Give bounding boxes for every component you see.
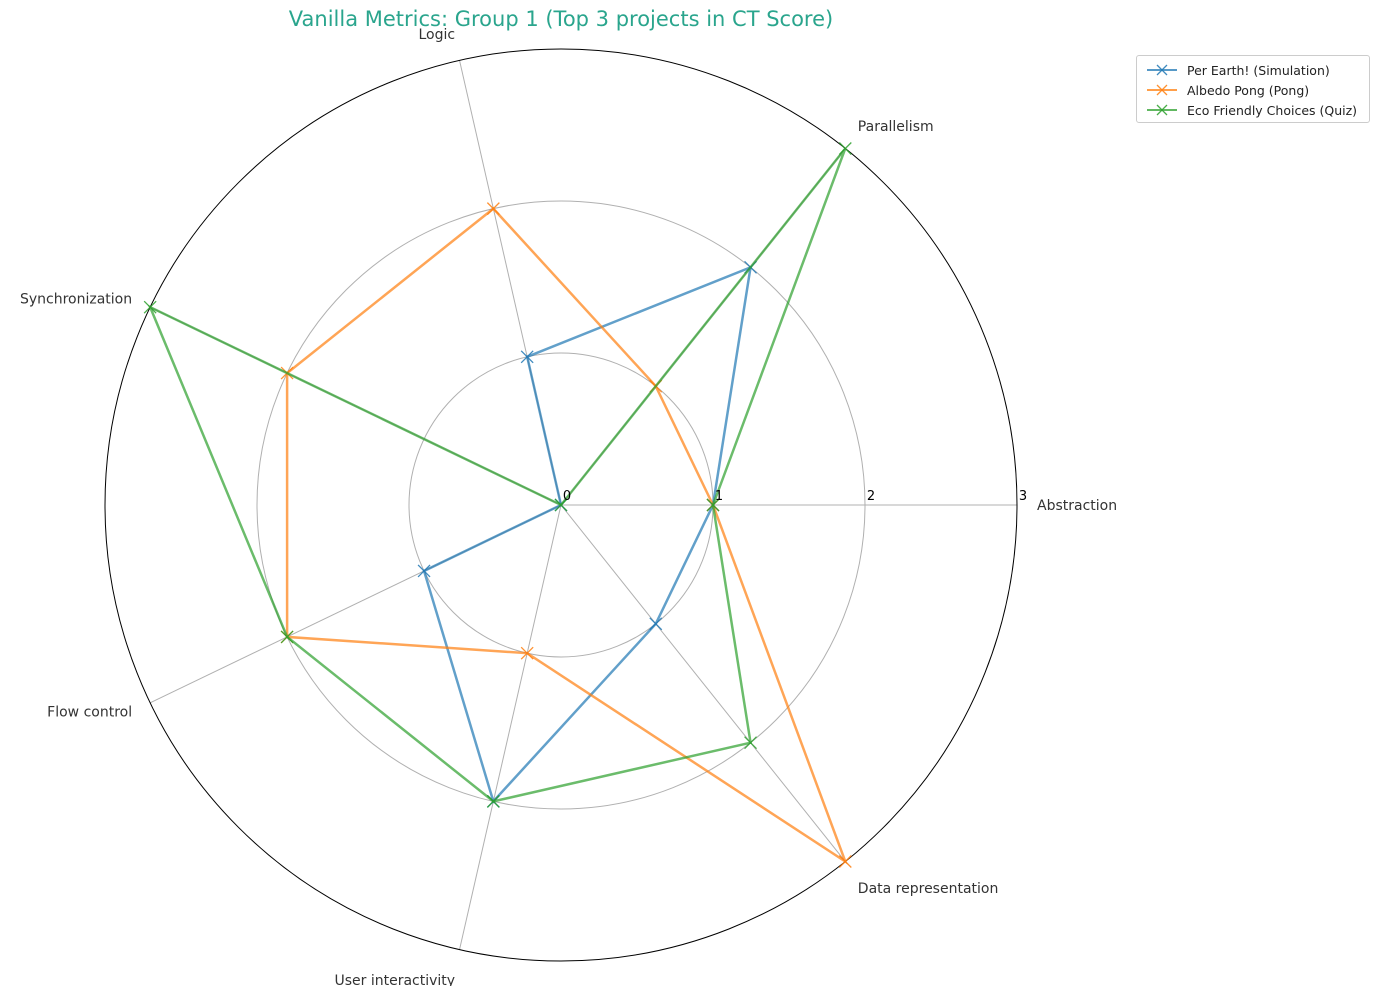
r-tick-label-2: 2 <box>867 489 875 504</box>
r-tick-label-1: 1 <box>715 489 723 504</box>
legend-label-per-earth-simulation: Per Earth! (Simulation) <box>1187 62 1330 78</box>
point-per-earth-simulation-logic <box>520 350 534 364</box>
axis-label-logic: Logic <box>419 27 456 43</box>
legend-item-per-earth-simulation: Per Earth! (Simulation) <box>1145 60 1361 80</box>
legend-item-eco-friendly-choices-quiz: Eco Friendly Choices (Quiz) <box>1145 100 1361 120</box>
point-eco-friendly-choices-quiz-abstraction <box>706 498 720 512</box>
r-tick-label-0: 0 <box>563 489 571 504</box>
axis-label-data-representation: Data representation <box>858 881 999 897</box>
point-albedo-pong-pong-user-interactivity <box>520 646 534 660</box>
legend-item-albedo-pong-pong: Albedo Pong (Pong) <box>1145 80 1361 100</box>
radar-series <box>143 142 852 868</box>
point-per-earth-simulation-flow-control <box>417 564 431 578</box>
radar-labels: 0 1 2 3 Abstraction Parallelism Logic Synchroni… <box>20 27 1117 986</box>
point-eco-friendly-choices-quiz-flow-control <box>280 630 294 644</box>
legend-swatch-per-earth-simulation <box>1147 64 1177 76</box>
chart-title: Vanilla Metrics: Group 1 (Top 3 projects… <box>289 7 833 31</box>
series-eco-friendly-choices-quiz <box>143 142 852 808</box>
axis-label-user-interactivity: User interactivity <box>335 973 456 986</box>
point-albedo-pong-pong-logic <box>486 202 500 216</box>
point-eco-friendly-choices-quiz-synchronization <box>143 300 157 314</box>
axis-label-parallelism: Parallelism <box>858 119 934 135</box>
legend-swatch-albedo-pong-pong <box>1147 84 1177 96</box>
series-line-albedo-pong-pong <box>285 206 848 865</box>
spoke-data-representation <box>560 504 846 862</box>
series-albedo-pong-pong <box>280 202 852 868</box>
point-eco-friendly-choices-quiz-logic <box>554 498 568 512</box>
r-tick-label-3: 3 <box>1019 489 1027 504</box>
series-per-earth-simulation <box>417 260 758 808</box>
series-line-eco-friendly-choices-quiz <box>147 147 847 803</box>
legend-label-albedo-pong-pong: Albedo Pong (Pong) <box>1187 82 1310 98</box>
point-per-earth-simulation-data-representation <box>649 617 663 631</box>
axis-label-synchronization: Synchronization <box>20 292 132 308</box>
axis-label-abstraction: Abstraction <box>1037 498 1117 514</box>
point-eco-friendly-choices-quiz-user-interactivity <box>486 794 500 808</box>
series-line-per-earth-simulation <box>422 265 753 804</box>
legend-swatch-eco-friendly-choices-quiz <box>1147 104 1177 116</box>
point-eco-friendly-choices-quiz-parallelism <box>838 142 852 155</box>
axis-label-flow-control: Flow control <box>47 705 132 721</box>
outer-frame <box>104 48 1018 962</box>
spoke-user-interactivity <box>459 504 562 950</box>
point-eco-friendly-choices-quiz-data-representation <box>744 736 758 750</box>
point-albedo-pong-pong-data-representation <box>838 855 852 868</box>
chart-legend: Per Earth! (Simulation) Albedo Pong (Pong… <box>1136 55 1370 123</box>
legend-label-eco-friendly-choices-quiz: Eco Friendly Choices (Quiz) <box>1187 102 1358 118</box>
